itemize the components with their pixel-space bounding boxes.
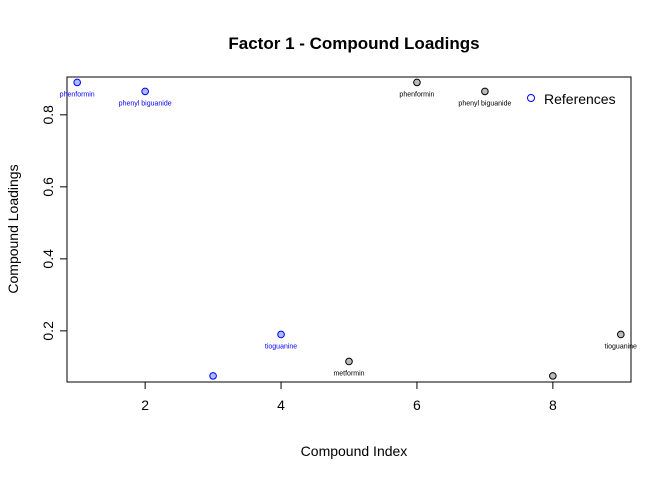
data-point bbox=[141, 87, 149, 96]
y-axis-label: Compound Loadings bbox=[5, 164, 21, 293]
data-point bbox=[549, 372, 557, 380]
y-tick-label: 0.2 bbox=[40, 321, 56, 341]
point-label: phenformin bbox=[399, 91, 434, 98]
x-tick-label: 2 bbox=[141, 397, 149, 413]
point-labels: phenformin phenyl biguanide tioguanine metf… bbox=[60, 91, 637, 377]
x-tick-label: 6 bbox=[413, 397, 421, 413]
data-point bbox=[277, 330, 285, 339]
data-point bbox=[481, 87, 489, 96]
data-point bbox=[345, 357, 353, 366]
legend-marker-references bbox=[527, 94, 535, 102]
data-point bbox=[73, 78, 81, 87]
x-tick-label: 4 bbox=[277, 397, 285, 413]
y-tick-label: 0.8 bbox=[40, 105, 56, 125]
point-label: phenformin bbox=[60, 91, 95, 98]
x-tick-label: 8 bbox=[549, 397, 557, 413]
point-label: metformin bbox=[333, 370, 364, 377]
point-label: phenyl biguanide bbox=[119, 100, 172, 107]
data-point bbox=[617, 330, 625, 339]
chart-title: Factor 1 - Compound Loadings bbox=[228, 34, 479, 53]
data-points bbox=[73, 78, 625, 380]
y-axis: 0.2 0.4 0.6 0.8 bbox=[40, 105, 68, 341]
point-label: phenyl biguanide bbox=[458, 100, 511, 107]
legend: References bbox=[527, 91, 616, 107]
y-tick-label: 0.6 bbox=[40, 177, 56, 197]
x-axis: 2 4 6 8 bbox=[141, 381, 557, 413]
data-point bbox=[209, 372, 217, 380]
legend-label-references: References bbox=[544, 91, 616, 107]
x-axis-label: Compound Index bbox=[301, 443, 408, 459]
data-point bbox=[413, 78, 421, 87]
y-tick-label: 0.4 bbox=[40, 249, 56, 269]
point-label: tioguanine bbox=[605, 343, 637, 350]
plot-frame bbox=[66, 76, 632, 383]
point-label: tioguanine bbox=[265, 343, 297, 350]
